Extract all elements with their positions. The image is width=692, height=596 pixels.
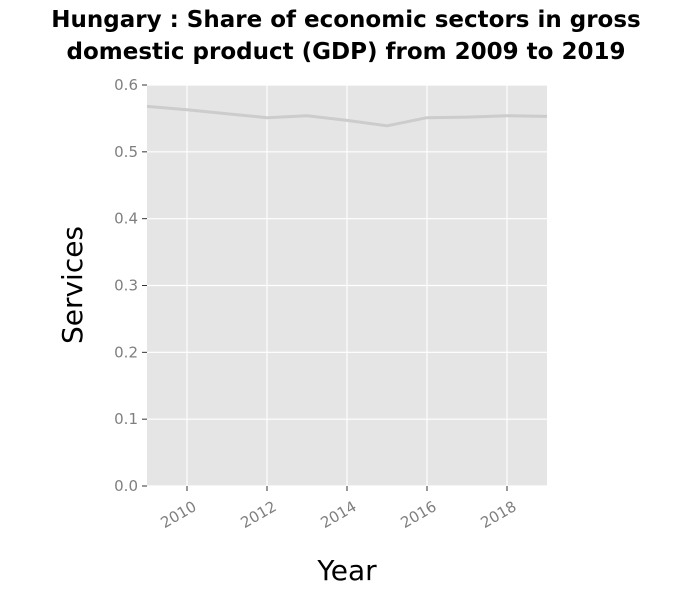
y-tick-label: 0.2 (114, 343, 138, 361)
x-tick-label: 2016 (397, 497, 439, 532)
x-tick-label: 2018 (477, 497, 519, 532)
y-tick-label: 0.5 (114, 143, 138, 161)
y-tick-label: 0.4 (114, 210, 138, 228)
x-tick-label: 2012 (237, 497, 279, 532)
y-tick-label: 0.3 (114, 277, 138, 295)
x-tick-label: 2014 (317, 497, 359, 532)
y-tick-label: 0.6 (114, 76, 138, 94)
x-tick-label: 2010 (157, 497, 199, 532)
chart-title-line-1: Hungary : Share of economic sectors in g… (51, 7, 640, 33)
y-tick-label: 0.1 (114, 410, 138, 428)
grid-lines (147, 84, 547, 487)
x-axis-title: Year (316, 554, 377, 587)
series-layer (146, 104, 548, 128)
y-tick-label: 0.0 (114, 477, 138, 495)
y-axis-title: Services (56, 226, 89, 344)
chart-title-line-2: domestic product (GDP) from 2009 to 2019 (67, 39, 626, 65)
